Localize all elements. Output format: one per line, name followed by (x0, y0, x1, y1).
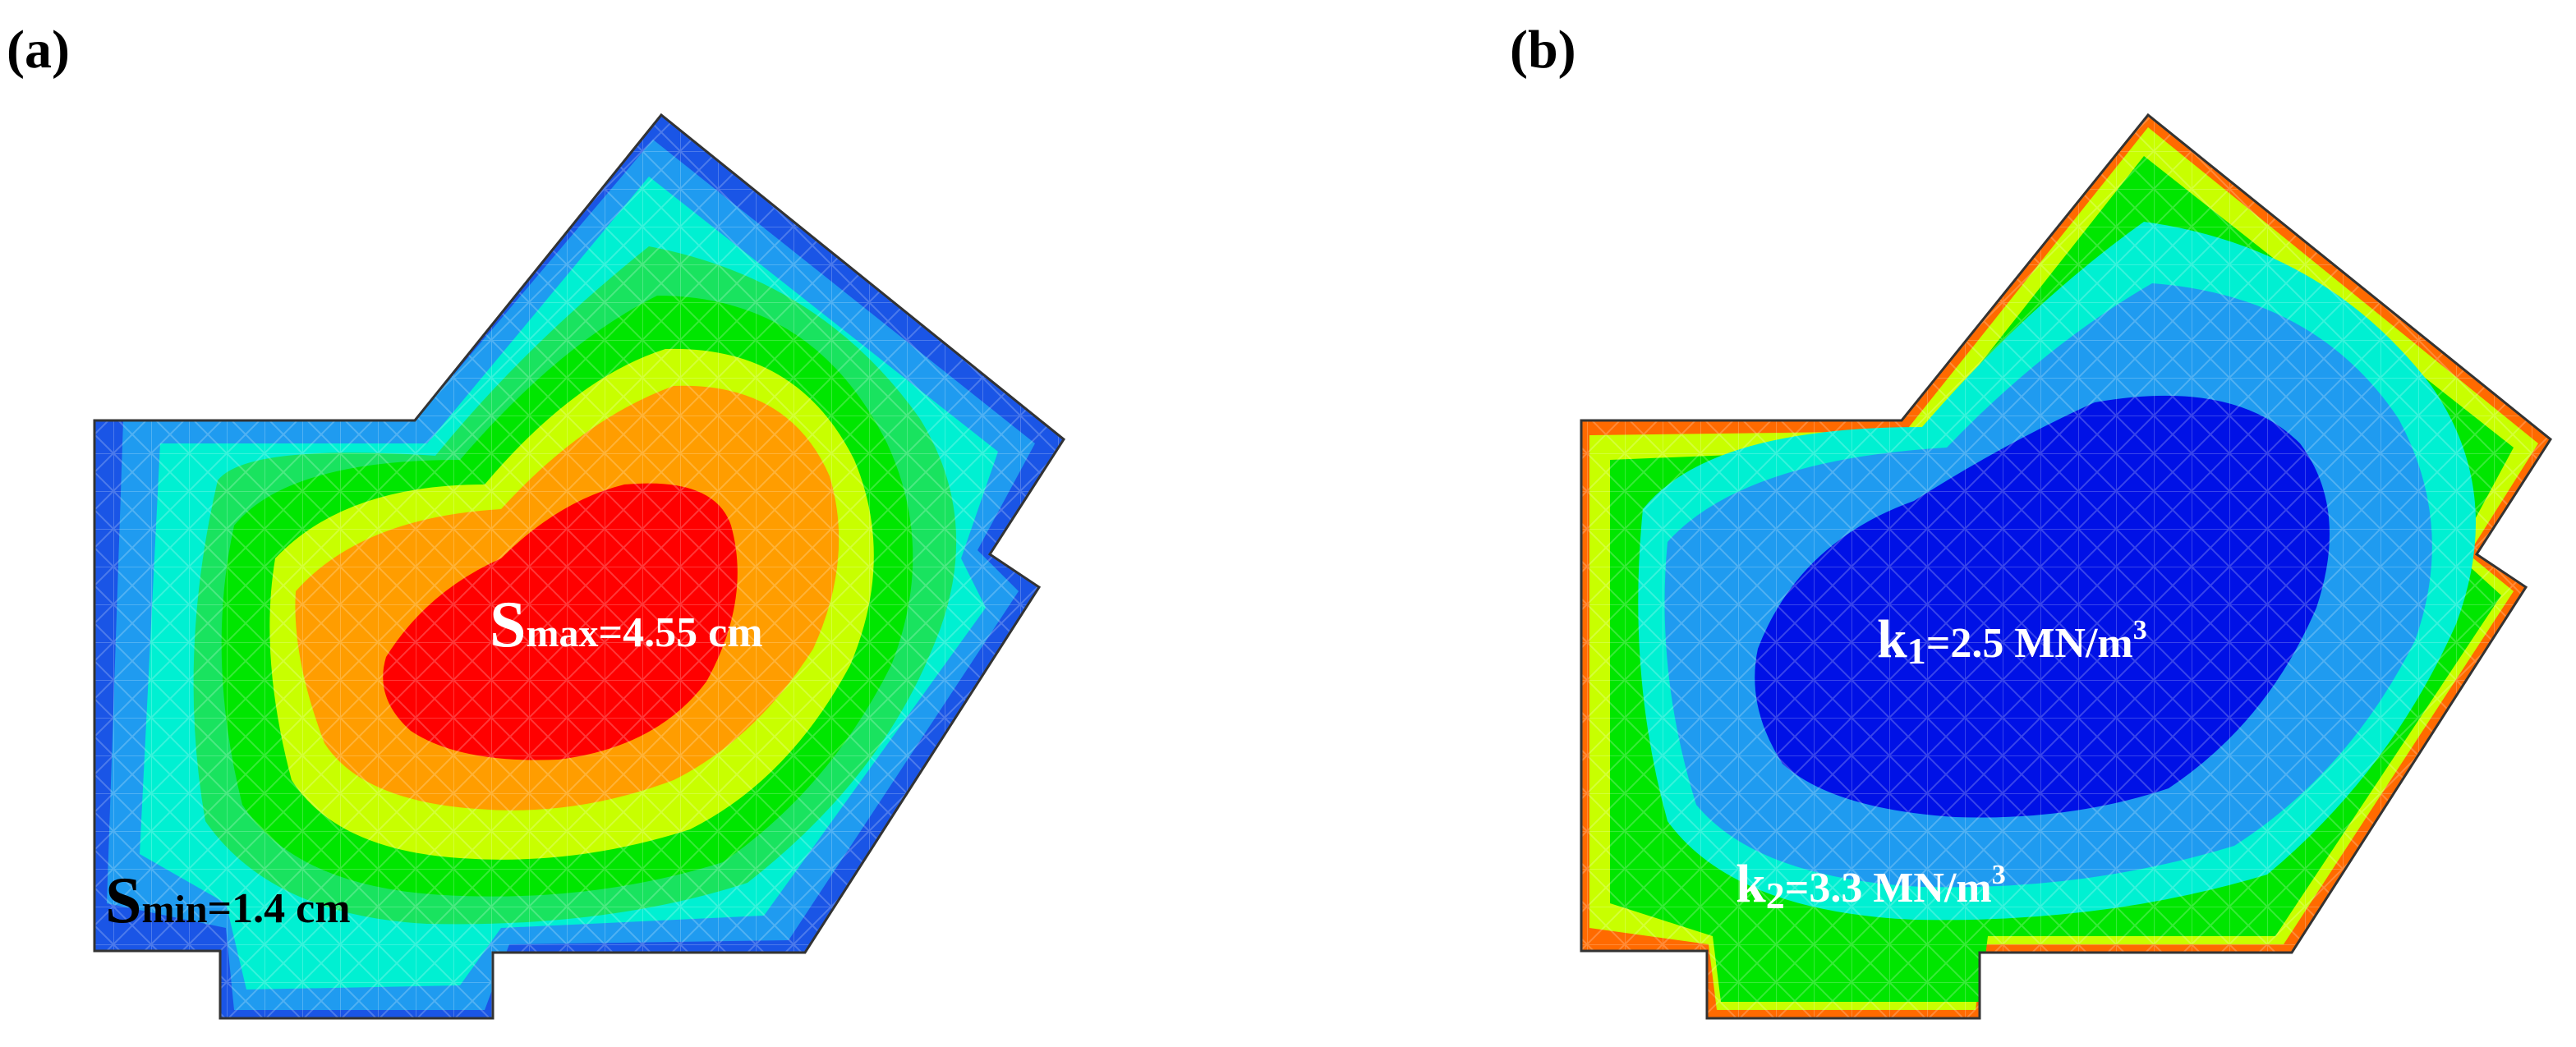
k1-subscript: 1 (1907, 630, 1926, 672)
max-settlement-symbol: S (490, 589, 527, 661)
k2-value: =3.3 MN/m (1785, 865, 1992, 912)
k2-symbol: k (1736, 854, 1766, 914)
max-settlement-subscript: max (527, 612, 599, 655)
panel-b-label: (b) (1510, 20, 1576, 80)
min-settlement-value: =1.4 cm (208, 885, 351, 932)
min-settlement-label: Smin=1.4 cm (105, 865, 351, 937)
max-settlement-value: =4.55 cm (598, 609, 762, 656)
k1-value: =2.5 MN/m (1926, 620, 2133, 667)
min-settlement-subscript: min (142, 888, 208, 931)
mesh-overlay-b (1581, 115, 2551, 1018)
panel-a-label: (a) (7, 20, 70, 80)
k2-modulus-label: k2=3.3 MN/m3 (1736, 854, 2006, 916)
slab-outline-a (93, 113, 1065, 1020)
k2-subscript: 2 (1766, 875, 1785, 916)
slab-outline-b (1580, 113, 2552, 1020)
min-settlement-symbol: S (105, 865, 142, 937)
k1-modulus-label: k1=2.5 MN/m3 (1877, 609, 2147, 672)
max-settlement-label: Smax=4.55 cm (490, 589, 763, 661)
subgrade-modulus-contour-map (1581, 115, 2551, 1018)
k1-superscript: 3 (2133, 615, 2147, 645)
k2-superscript: 3 (1992, 860, 2006, 890)
k1-symbol: k (1877, 609, 1907, 669)
